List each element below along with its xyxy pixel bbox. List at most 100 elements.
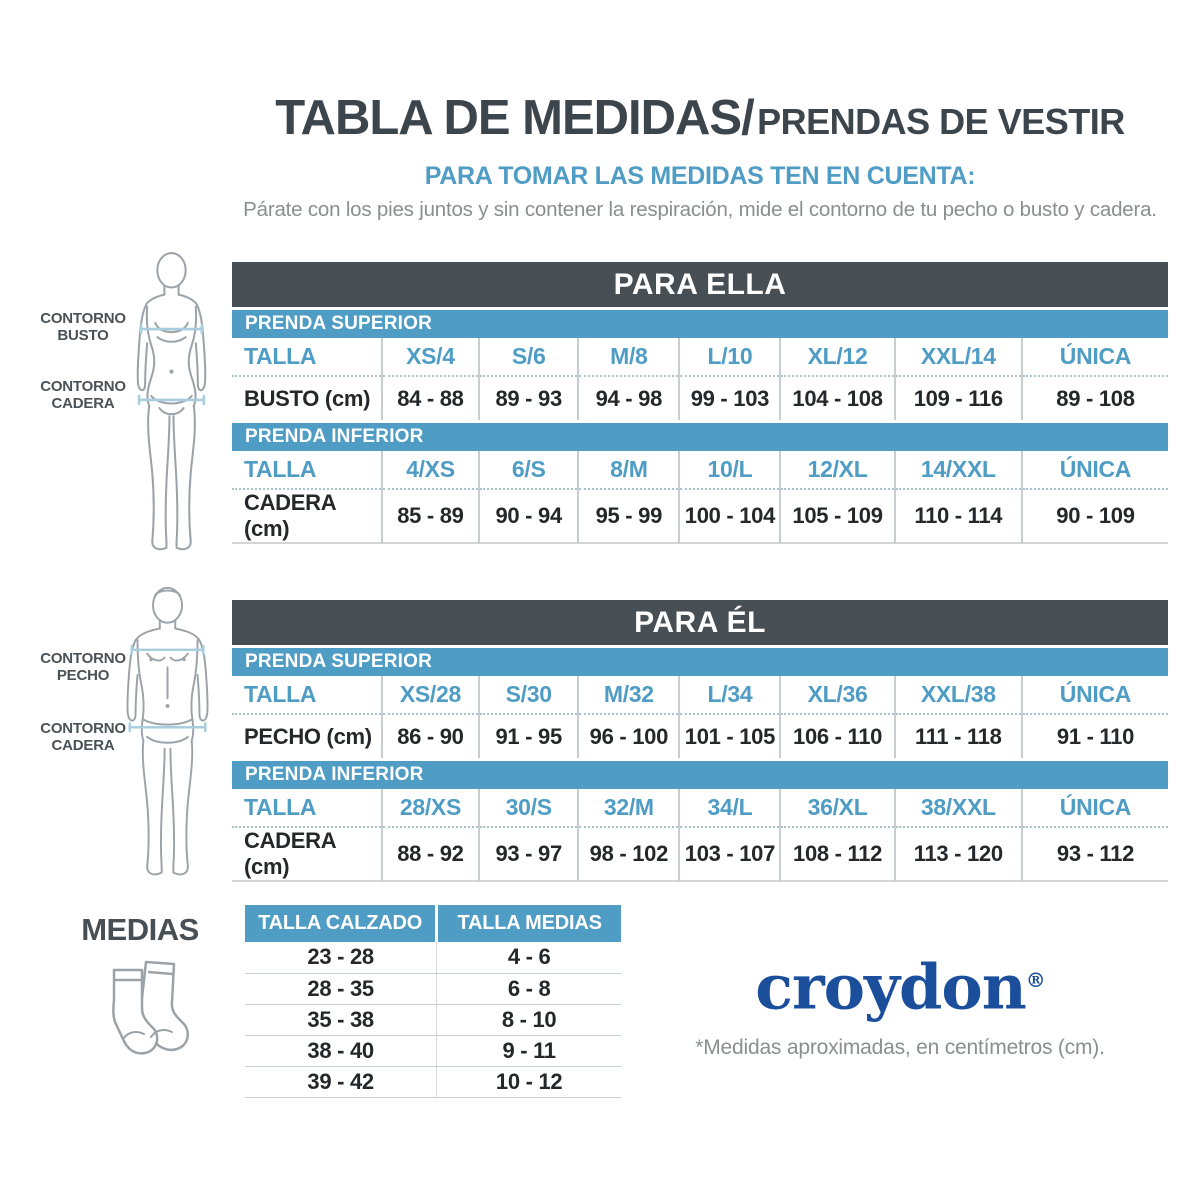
size-cell: S/30 (479, 676, 580, 715)
brand-block: croydon® *Medidas aproximadas, en centím… (640, 948, 1160, 1060)
croydon-logo: croydon® (640, 948, 1160, 1020)
size-cell: M/32 (578, 676, 681, 715)
value-cell: 101 - 105 (679, 714, 782, 758)
men-lower-table: TALLA 28/XS 30/S 32/M 34/L 36/XL 38/XXL … (232, 789, 1168, 882)
size-cell: XL/12 (780, 338, 896, 377)
table-row: 39 - 42 10 - 12 (245, 1066, 621, 1098)
value-cell: 90 - 94 (479, 489, 580, 543)
value-cell: 88 - 92 (381, 827, 481, 881)
women-lower-sizes-row: TALLA 4/XS 6/S 8/M 10/L 12/XL 14/XXL ÚNI… (232, 451, 1168, 490)
male-hip-label: CONTORNO CADERA (40, 720, 126, 754)
registered-mark: ® (1025, 968, 1046, 992)
size-cell: 8/M (578, 451, 681, 490)
sock-size-cell: 10 - 12 (436, 1066, 621, 1098)
measurement-disclaimer: *Medidas aproximadas, en centímetros (cm… (695, 1035, 1105, 1059)
value-cell: 94 - 98 (578, 376, 681, 420)
size-cell: 28/XS (381, 789, 481, 828)
size-cell: ÚNICA (1021, 451, 1168, 490)
value-cell: 106 - 110 (780, 714, 896, 758)
sock-size-cell: 6 - 8 (436, 973, 621, 1005)
size-header: TALLA (232, 676, 383, 715)
value-cell: 93 - 97 (479, 827, 580, 881)
women-lower-section-label: PRENDA INFERIOR (232, 423, 1168, 451)
sock-size-header: TALLA MEDIAS (435, 905, 621, 942)
instructions-heading: PARA TOMAR LAS MEDIDAS TEN EN CUENTA: (424, 162, 976, 190)
size-cell: 30/S (479, 789, 580, 828)
size-cell: 14/XXL (894, 451, 1023, 490)
measure-label: CADERA (cm) (232, 827, 383, 881)
size-cell: L/34 (679, 676, 782, 715)
value-cell: 104 - 108 (780, 376, 896, 420)
size-cell: 12/XL (780, 451, 896, 490)
value-cell: 96 - 100 (578, 714, 681, 758)
header: TABLA DE MEDIDAS/ PRENDAS DE VESTIR PARA… (232, 90, 1168, 222)
size-cell: 32/M (578, 789, 681, 828)
page-title-sub: PRENDAS DE VESTIR (757, 101, 1125, 142)
value-cell: 84 - 88 (381, 376, 481, 420)
measure-label: CADERA (cm) (232, 489, 383, 543)
value-cell: 103 - 107 (679, 827, 782, 881)
value-cell: 95 - 99 (578, 489, 681, 543)
women-lower-table: TALLA 4/XS 6/S 8/M 10/L 12/XL 14/XXL ÚNI… (232, 451, 1168, 544)
value-cell: 91 - 110 (1056, 723, 1135, 749)
men-upper-table: TALLA XS/28 S/30 M/32 L/34 XL/36 XXL/38 … (232, 676, 1168, 758)
value-cell: 109 - 116 (894, 376, 1023, 420)
socks-section-heading: MEDIAS (81, 912, 199, 947)
women-table-title: PARA ELLA (232, 262, 1168, 307)
women-hip-row: CADERA (cm) 85 - 89 90 - 94 95 - 99 100 … (232, 489, 1168, 543)
size-cell: 38/XXL (894, 789, 1023, 828)
men-hip-row: CADERA (cm) 88 - 92 93 - 97 98 - 102 103… (232, 827, 1168, 881)
value-cell: 89 - 93 (479, 376, 580, 420)
size-header: TALLA (232, 789, 383, 828)
value-cell: 105 - 109 (780, 489, 896, 543)
women-upper-section-label: PRENDA SUPERIOR (232, 310, 1168, 338)
instructions-text: Párate con los pies juntos y sin contene… (243, 198, 1157, 221)
size-header: TALLA (232, 451, 383, 490)
size-cell: 4/XS (381, 451, 481, 490)
measure-label: BUSTO (cm) (232, 376, 383, 420)
value-cell: 86 - 90 (381, 714, 481, 758)
size-cell: M/8 (578, 338, 681, 377)
women-upper-sizes-row: TALLA XS/4 S/6 M/8 L/10 XL/12 XXL/14 ÚNI… (232, 338, 1168, 377)
size-header: TALLA (232, 338, 383, 377)
size-cell: XXL/38 (894, 676, 1023, 715)
men-chest-row: PECHO (cm) 86 - 90 91 - 95 96 - 100 101 … (232, 714, 1168, 758)
size-cell: ÚNICA (1021, 338, 1168, 377)
shoe-size-header: TALLA CALZADO (245, 905, 437, 942)
sock-size-cell: 4 - 6 (436, 942, 621, 974)
socks-icon (112, 960, 190, 1055)
men-lower-sizes-row: TALLA 28/XS 30/S 32/M 34/L 36/XL 38/XXL … (232, 789, 1168, 828)
measure-label: PECHO (cm) (232, 714, 383, 758)
sock-size-cell: 8 - 10 (436, 1004, 621, 1036)
value-cell: 108 - 112 (780, 827, 896, 881)
value-cell: 85 - 89 (381, 489, 481, 543)
value-cell: 113 - 120 (894, 827, 1023, 881)
table-row: 35 - 38 8 - 10 (245, 1004, 621, 1036)
men-size-table: PARA ÉL PRENDA SUPERIOR TALLA XS/28 S/30… (232, 600, 1168, 882)
shoe-size-cell: 23 - 28 (245, 942, 438, 974)
table-row: 38 - 40 9 - 11 (245, 1035, 621, 1067)
croydon-logo-text: croydon (755, 950, 1027, 1024)
value-cell: 100 - 104 (679, 489, 782, 543)
female-bust-label: CONTORNO BUSTO (40, 310, 126, 344)
value-cell: 93 - 112 (1056, 841, 1135, 866)
male-figure-icon (126, 586, 209, 876)
value-cell: 98 - 102 (578, 827, 681, 881)
value-cell: 90 - 109 (1056, 503, 1135, 528)
female-hip-label: CONTORNO CADERA (40, 378, 126, 412)
value-cell: 91 - 95 (479, 714, 580, 758)
table-row: 23 - 28 4 - 6 (245, 942, 621, 974)
value-cell: 99 - 103 (679, 376, 782, 420)
female-figure-icon (136, 252, 207, 551)
size-cell: 36/XL (780, 789, 896, 828)
page-title: TABLA DE MEDIDAS/ PRENDAS DE VESTIR (232, 90, 1168, 146)
size-cell: S/6 (479, 338, 580, 377)
women-upper-table: TALLA XS/4 S/6 M/8 L/10 XL/12 XXL/14 ÚNI… (232, 338, 1168, 420)
men-upper-section-label: PRENDA SUPERIOR (232, 648, 1168, 676)
women-size-table: PARA ELLA PRENDA SUPERIOR TALLA XS/4 S/6… (232, 262, 1168, 544)
men-table-title: PARA ÉL (232, 600, 1168, 645)
sock-size-cell: 9 - 11 (436, 1035, 621, 1067)
value-cell: 111 - 118 (894, 714, 1023, 758)
male-chest-label: CONTORNO PECHO (40, 650, 126, 684)
